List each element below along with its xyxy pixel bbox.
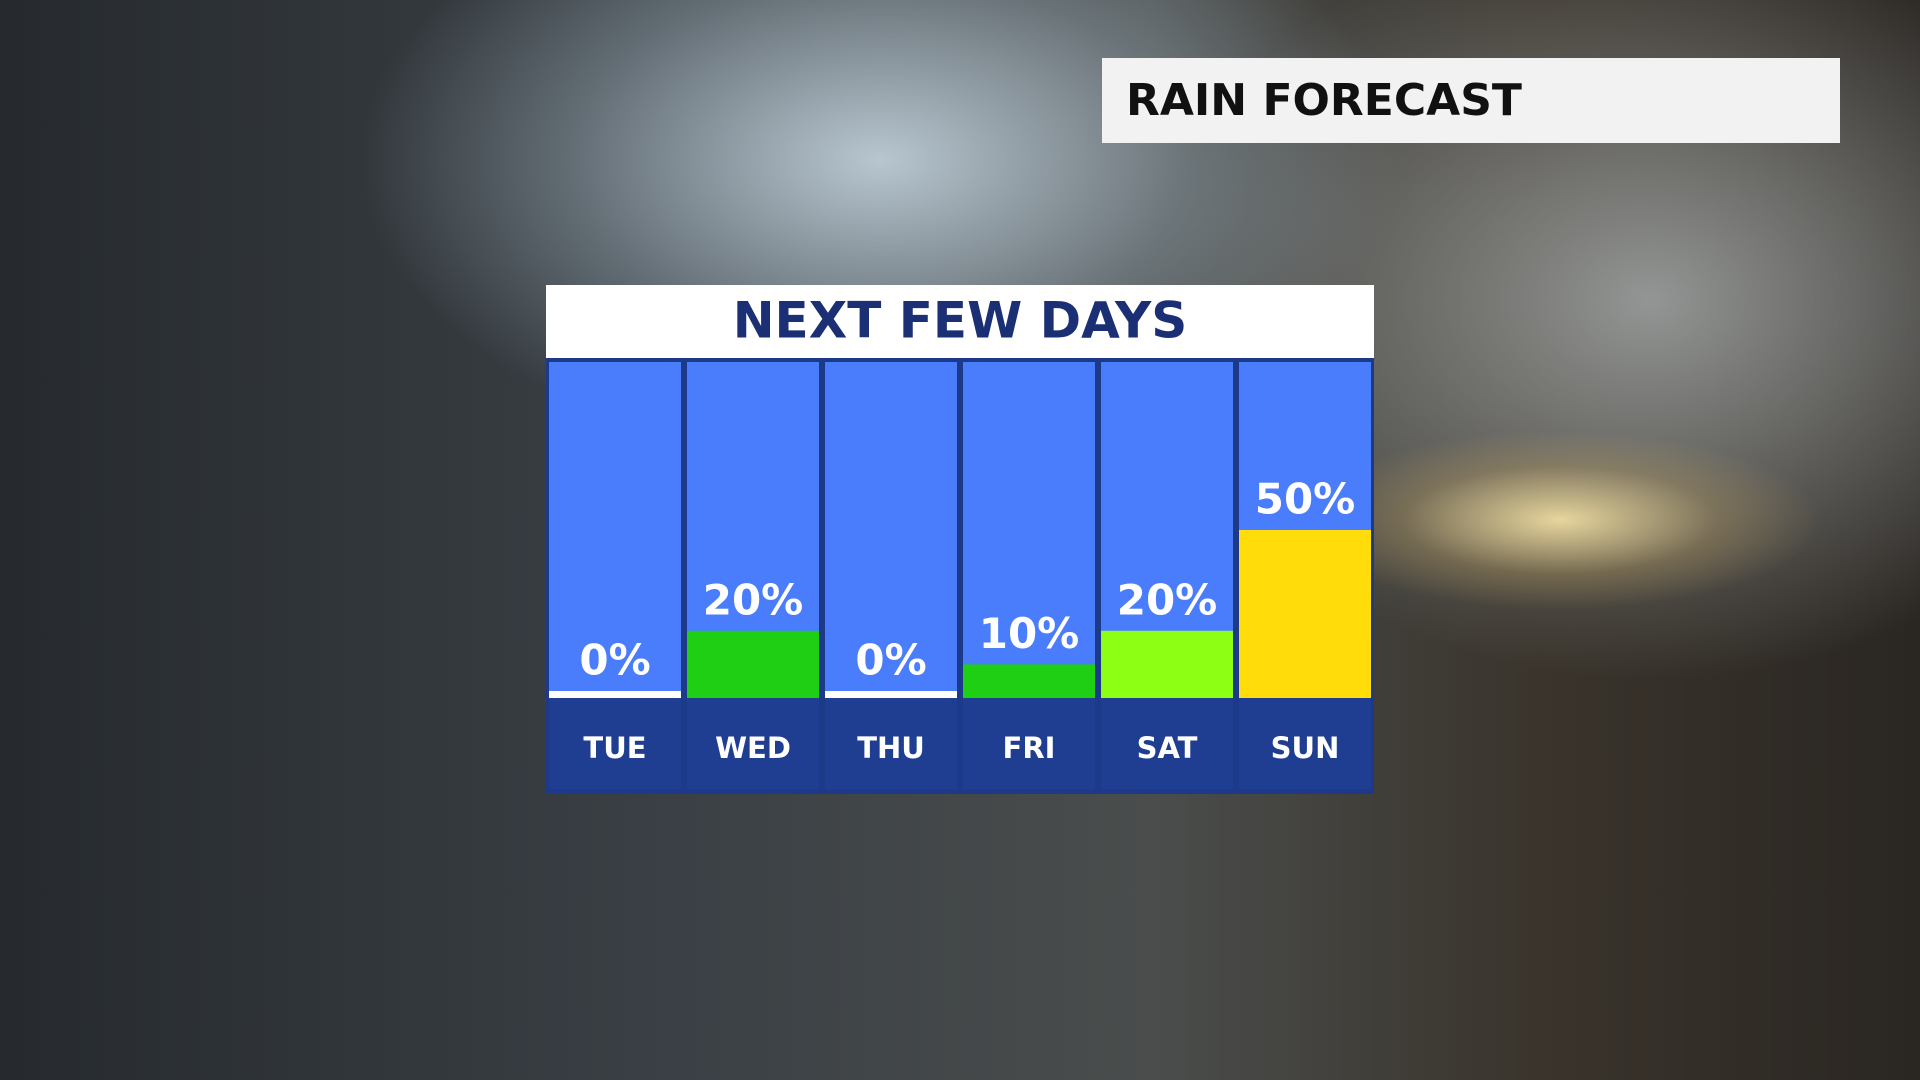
day-cell — [1101, 698, 1233, 789]
value-label: 20% — [703, 575, 804, 624]
panel-frame — [546, 358, 1374, 794]
bar — [963, 664, 1095, 698]
x-tick-label: SUN — [1271, 731, 1340, 765]
banner-title: RAIN FORECAST — [1102, 58, 1840, 143]
column — [963, 362, 1095, 698]
column — [549, 362, 681, 698]
title-bar — [546, 285, 1374, 362]
bar — [1239, 530, 1371, 698]
chart-title: NEXT FEW DAYS — [733, 292, 1188, 350]
bar — [825, 691, 957, 698]
day-cell — [687, 698, 819, 789]
x-tick-label: FRI — [1003, 731, 1056, 765]
x-tick-label: WED — [715, 731, 791, 765]
day-cell — [825, 698, 957, 789]
bar — [687, 630, 819, 698]
value-label: 50% — [1255, 475, 1356, 524]
value-label: 0% — [579, 636, 650, 685]
x-tick-label: TUE — [583, 731, 646, 765]
value-label: 0% — [855, 636, 926, 685]
x-tick-label: SAT — [1137, 731, 1198, 765]
bar — [549, 691, 681, 698]
x-tick-label: THU — [857, 731, 925, 765]
value-label: 10% — [979, 609, 1080, 658]
day-cell — [1239, 698, 1371, 789]
day-cell — [963, 698, 1095, 789]
value-label: 20% — [1117, 575, 1218, 624]
day-cell — [549, 698, 681, 789]
column — [825, 362, 957, 698]
bar — [1101, 630, 1233, 698]
